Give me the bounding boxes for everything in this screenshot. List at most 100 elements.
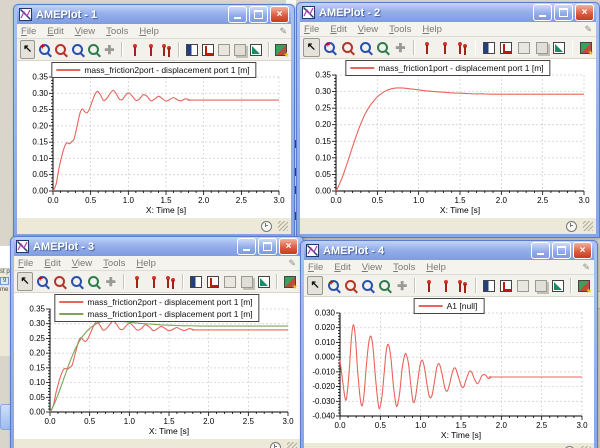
menu-tools[interactable]: Tools [103,257,126,269]
graph-panel-button[interactable] [189,273,203,290]
menu-tools[interactable]: Tools [106,25,129,37]
maximize-button[interactable] [552,242,571,259]
menu-view[interactable]: View [74,25,96,37]
pointer-tool-button[interactable]: ↖ [17,272,33,291]
zoom-out-button[interactable] [340,39,355,56]
export-plot-button[interactable] [552,39,567,56]
menu-edit[interactable]: Edit [334,261,351,273]
pointer-tool-button[interactable]: ↖ [303,38,320,57]
menu-help[interactable]: Help [136,257,156,269]
menu-tools[interactable]: Tools [389,23,412,35]
menu-file[interactable]: File [308,261,324,273]
zoom-out-button[interactable] [53,273,67,290]
plot-setup-button[interactable] [206,273,220,290]
close-button[interactable]: × [270,6,289,23]
plot-canvas[interactable]: 0.0 0.5 1.0 1.5 2.0 2.5 3.0 0.00 0.05 0.10 0.15 0.2… [14,293,300,438]
pointer-tool-button[interactable]: ↖ [307,276,324,295]
marker-double-button[interactable] [455,39,470,56]
resize-grip[interactable] [583,221,593,231]
resize-grip[interactable] [278,221,288,231]
marker-double-button[interactable] [164,273,178,290]
plot-canvas[interactable]: 0.0 0.5 1.0 1.5 2.0 2.5 3.0 -0.040 -0.030 -0.020 -… [304,297,594,442]
pan-button[interactable]: ✚ [103,41,116,58]
zoom-window-button[interactable] [361,277,375,294]
zoom-out-button[interactable] [54,41,67,58]
zoom-previous-button[interactable] [87,41,100,58]
overlay-button[interactable] [516,277,530,294]
marker-2-button[interactable] [147,273,161,290]
zoom-out-button[interactable] [343,277,357,294]
marker-button[interactable] [128,41,141,58]
plot-canvas[interactable]: 0.0 0.5 1.0 1.5 2.0 2.5 3.0 0.00 0.05 0.10 0.15 0.2… [17,61,291,217]
graph-panel-button[interactable] [481,39,496,56]
zoom-in-button[interactable]: + [326,277,340,294]
marker-button[interactable] [420,39,435,56]
zoom-previous-button[interactable] [378,277,392,294]
menu-help[interactable]: Help [426,261,446,273]
resize-grip[interactable] [287,442,297,448]
marker-button[interactable] [130,273,144,290]
pan-button[interactable]: ✚ [393,39,408,56]
minimize-button[interactable] [531,242,550,259]
resize-grip[interactable] [581,446,591,448]
menu-file[interactable]: File [18,257,34,269]
menu-help[interactable]: Help [422,23,442,35]
zoom-previous-button[interactable] [87,273,101,290]
marker-2-button[interactable] [144,41,157,58]
export-plot-button[interactable] [250,41,263,58]
export-plot-button[interactable] [257,273,271,290]
plot-setup-button[interactable] [499,39,514,56]
menu-help[interactable]: Help [139,25,159,37]
plot-canvas[interactable]: 0.0 0.5 1.0 1.5 2.0 2.5 3.0 0.00 0.05 0.10 0.15 0.2… [300,59,596,217]
marker-double-button[interactable] [456,277,470,294]
zoom-window-button[interactable] [71,41,84,58]
zoom-window-button[interactable] [358,39,373,56]
overlay-button[interactable] [218,41,231,58]
graph-panel-button[interactable] [185,41,198,58]
new-plot-window-button[interactable] [578,39,594,57]
minimize-button[interactable] [237,238,256,255]
window-titlebar[interactable]: AMEPlot - 1 × [17,5,291,24]
marker-2-button[interactable] [437,39,452,56]
menu-edit[interactable]: Edit [330,23,347,35]
window-titlebar[interactable]: AMEPlot - 3 × [14,237,300,256]
marker-button[interactable] [421,277,435,294]
copy-button[interactable] [240,273,254,290]
marker-double-button[interactable] [160,41,173,58]
new-plot-window-button[interactable] [283,273,298,291]
zoom-in-button[interactable]: + [36,273,50,290]
copy-button[interactable] [534,39,549,56]
zoom-window-button[interactable] [70,273,84,290]
pan-button[interactable]: ✚ [104,273,118,290]
export-plot-button[interactable] [551,277,565,294]
menu-file[interactable]: File [21,25,37,37]
maximize-button[interactable] [258,238,277,255]
maximize-button[interactable] [554,4,573,21]
overlay-button[interactable] [223,273,237,290]
new-plot-window-button[interactable] [275,41,289,59]
new-plot-window-button[interactable] [577,277,592,295]
menu-view[interactable]: View [357,23,379,35]
marker-2-button[interactable] [438,277,452,294]
zoom-in-button[interactable]: + [323,39,338,56]
pan-button[interactable]: ✚ [395,277,409,294]
overlay-button[interactable] [517,39,532,56]
window-titlebar[interactable]: AMEPlot - 4 × [304,241,594,260]
maximize-button[interactable] [249,6,268,23]
menu-file[interactable]: File [304,23,320,35]
menu-view[interactable]: View [361,261,383,273]
zoom-in-button[interactable]: + [38,41,51,58]
menu-tools[interactable]: Tools [393,261,416,273]
plot-setup-button[interactable] [201,41,214,58]
minimize-button[interactable] [228,6,247,23]
pointer-tool-button[interactable]: ↖ [20,40,36,59]
graph-panel-button[interactable] [482,277,496,294]
menu-view[interactable]: View [71,257,93,269]
close-button[interactable]: × [573,242,592,259]
plot-setup-button[interactable] [499,277,513,294]
close-button[interactable]: × [575,4,594,21]
copy-button[interactable] [533,277,547,294]
close-button[interactable]: × [279,238,298,255]
copy-button[interactable] [234,41,247,58]
menu-edit[interactable]: Edit [47,25,64,37]
